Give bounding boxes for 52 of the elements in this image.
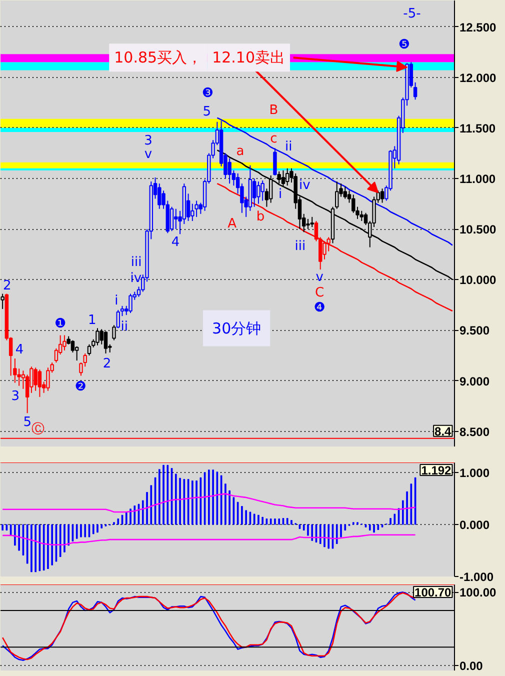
ref-line-label: 8.4 — [434, 424, 452, 438]
annotation: ❺ — [398, 38, 410, 52]
y-tick-label: -1.000 — [460, 570, 494, 584]
annotation: iv — [299, 178, 311, 194]
annotation: b — [256, 209, 265, 224]
annotation: 1 — [88, 313, 96, 328]
annotation: 4 — [15, 342, 24, 358]
ref-line-label: 1.192 — [421, 464, 452, 478]
annotation: iii — [130, 254, 142, 270]
y-tick-label: 0.000 — [460, 518, 490, 532]
y-tick-label: 1.000 — [460, 466, 490, 480]
annotation: ❶ — [54, 316, 66, 332]
y-tick-label: 10.500 — [460, 222, 497, 237]
annotation: v — [144, 147, 152, 162]
annotation: ❸ — [202, 86, 214, 102]
annotation: 2 — [2, 278, 12, 294]
y-tick-label: 9.500 — [460, 324, 490, 338]
annotation: ii — [120, 320, 128, 335]
y-tick-label: 11.000 — [460, 172, 496, 186]
y-tick-label: 8.500 — [460, 424, 490, 439]
annotation: C — [315, 285, 324, 300]
annotation: 3 — [11, 388, 20, 404]
annotation: ❹ — [314, 300, 326, 316]
annotation: 5 — [202, 104, 212, 120]
annotation: i — [278, 187, 282, 202]
y-tick-label: 11.500 — [460, 121, 496, 136]
annotation: a — [236, 144, 244, 160]
y-tick-label: 12.500 — [460, 20, 497, 34]
annotation: iv — [130, 271, 142, 286]
annotation: Ⓒ — [32, 422, 45, 437]
y-tick-label: 0.00 — [460, 658, 484, 673]
annotation: i — [114, 293, 118, 308]
y-tick-label: 12.000 — [460, 70, 497, 85]
y-tick-label: 100.00 — [460, 586, 497, 600]
annotation: iii — [294, 238, 306, 254]
annotation: 3 — [144, 134, 152, 149]
annotation: B — [269, 103, 278, 118]
y-tick-label: 10.000 — [460, 273, 497, 288]
annotation: 10.85买入， — [114, 48, 202, 67]
annotation: c — [270, 132, 278, 147]
annotation: A — [228, 216, 237, 232]
annotation: ❷ — [74, 379, 86, 394]
annotation: 4 — [171, 235, 180, 250]
annotation: 30分钟 — [212, 319, 262, 338]
y-tick-label: 9.000 — [460, 374, 490, 388]
annotation: v — [316, 270, 324, 286]
annotation: 12.10卖出 — [212, 48, 286, 67]
annotation: -5- — [403, 6, 422, 22]
annotation: 100.70 — [414, 586, 452, 600]
annotation: 2 — [102, 356, 112, 372]
annotation: ii — [284, 140, 292, 155]
annotation: 5 — [23, 415, 32, 430]
